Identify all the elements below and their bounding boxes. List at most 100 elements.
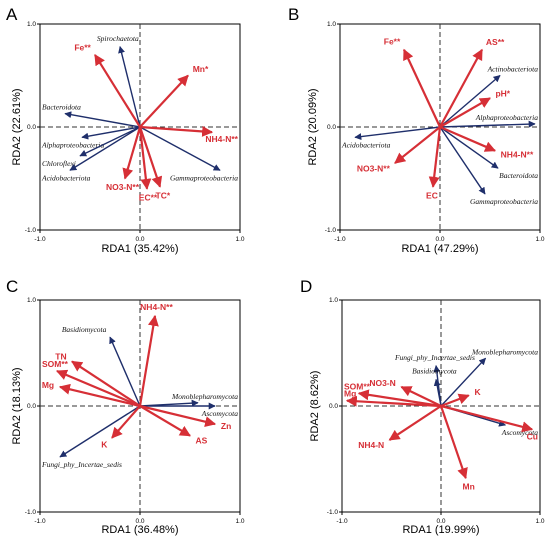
taxa-vector-arrow — [139, 126, 221, 171]
y-tick-label: -1.0 — [325, 227, 337, 234]
y-tick-label: 1.0 — [27, 297, 36, 304]
env-vector-arrow — [139, 404, 217, 428]
y-axis-label: RDA2 (22.61%) — [11, 88, 23, 165]
taxa-vector-label: Actinobacteriota — [487, 65, 539, 74]
panel-label: C — [6, 277, 18, 296]
y-tick-label: -1.0 — [25, 509, 37, 516]
taxa-vector-arrow — [69, 126, 141, 171]
taxa-vector-label: Ascomycota — [201, 409, 238, 418]
env-vector-label: NH4-N** — [140, 302, 173, 312]
env-vector-arrow — [345, 395, 442, 408]
env-vector-label: NH4-N** — [205, 134, 238, 144]
taxa-vector-label: Basidiomycota — [412, 367, 457, 376]
env-vector-label: NH4-N** — [501, 149, 534, 159]
env-vector-arrow — [440, 393, 470, 408]
env-vector-arrow — [111, 405, 141, 439]
panel-D: D -1.0 -1.0 0.0 0.0 1.0 1.0 Monoblepharomycota… — [300, 277, 545, 536]
y-tick-label: -1.0 — [25, 227, 37, 234]
env-vector-arrow — [138, 126, 163, 188]
plot-area: -1.0 -1.0 0.0 0.0 1.0 1.0 Basidiomycota Monoble… — [25, 297, 245, 525]
env-vector-label: Mg — [42, 380, 54, 390]
env-vector-label: Mg — [344, 389, 356, 399]
y-tick-label: 1.0 — [27, 21, 36, 28]
taxa-vector-label: Ascomycota — [501, 428, 538, 437]
taxa-vector-arrow — [439, 74, 501, 128]
panel-label: A — [6, 5, 18, 24]
taxa-vector-arrow — [439, 126, 486, 195]
taxa-vector-arrow — [64, 111, 141, 128]
env-vector-label: Mn — [463, 482, 475, 492]
panel-label: D — [300, 277, 312, 296]
env-vector-arrow — [400, 385, 442, 407]
plot-area: -1.0 -1.0 0.0 0.0 1.0 1.0 MonoblepharomycotaFu… — [327, 297, 545, 525]
x-tick-label: -1.0 — [34, 518, 46, 525]
x-tick-label: 0.0 — [436, 518, 445, 525]
env-vector-label: AS — [195, 435, 207, 445]
x-axis-label: RDA1 (36.48%) — [101, 524, 178, 536]
env-vector-label: K — [101, 440, 108, 450]
taxa-vector-label: Spirochaetota — [97, 34, 139, 43]
y-axis-label: RDA2 (18.13%) — [11, 367, 23, 444]
taxa-vector-arrow — [439, 120, 536, 128]
env-vector-arrow — [138, 126, 152, 190]
env-vector-arrow — [94, 53, 141, 128]
x-tick-label: 1.0 — [235, 236, 244, 243]
env-vector-arrow — [122, 126, 142, 180]
y-axis-label: RDA2 (20.09%) — [307, 88, 319, 165]
y-tick-label: 0.0 — [327, 124, 336, 131]
env-vector-label: Cu — [527, 431, 538, 441]
taxa-vector-arrow — [118, 45, 141, 128]
env-vector-arrow — [138, 314, 159, 407]
taxa-vector-arrow — [439, 126, 499, 169]
plot-area: -1.0 -1.0 0.0 0.0 1.0 1.0 Actinobacteriota Alph… — [325, 21, 545, 243]
taxa-vector-label: Gammaproteobacteria — [170, 173, 238, 182]
taxa-vector-arrow — [354, 126, 441, 141]
env-vector-arrow — [439, 48, 483, 128]
env-vector-arrow — [428, 126, 442, 188]
env-vector-label: Fe** — [384, 37, 401, 47]
taxa-vector-label: Gammaproteobacteria — [470, 197, 538, 206]
y-tick-label: 0.0 — [329, 403, 338, 410]
x-axis-label: RDA1 (19.99%) — [402, 524, 479, 536]
panel-A: A -1.0 -1.0 0.0 0.0 1.0 1.0 Spirochaetota Bacte… — [6, 5, 245, 255]
env-vector-arrow — [55, 369, 141, 408]
taxa-vector-label: Monoblepharomycota — [171, 392, 238, 401]
env-vector-label: SOM** — [344, 381, 371, 391]
y-tick-label: 1.0 — [327, 21, 336, 28]
taxa-vector-arrow — [79, 126, 141, 157]
y-tick-label: 1.0 — [329, 297, 338, 304]
env-vector-arrow — [71, 360, 141, 407]
y-tick-label: -1.0 — [327, 509, 339, 516]
env-vector-label: TC* — [156, 190, 171, 200]
x-tick-label: 1.0 — [535, 518, 544, 525]
env-vector-arrow — [139, 125, 214, 137]
x-tick-label: 1.0 — [235, 518, 244, 525]
env-vector-arrow — [439, 405, 468, 480]
taxa-vector-arrow — [81, 126, 141, 140]
env-vector-label: NO3-N** — [106, 182, 140, 192]
taxa-vector-arrow — [440, 357, 487, 407]
env-vector-arrow — [403, 48, 441, 128]
taxa-vector-label: Acidobacteriota — [41, 173, 91, 182]
x-tick-label: -1.0 — [34, 236, 46, 243]
x-tick-label: -1.0 — [336, 518, 348, 525]
taxa-vector-label: Basidiomycota — [62, 325, 107, 334]
taxa-vector-label: Fungi_phy_Incertae_sedis — [394, 353, 475, 362]
env-vector-label: NH4-N — [358, 440, 384, 450]
y-tick-label: 0.0 — [27, 403, 36, 410]
taxa-vector-label: Acidobacteriota — [341, 140, 391, 149]
panel-C: C -1.0 -1.0 0.0 0.0 1.0 1.0 Basidiomycota Monob… — [6, 277, 245, 536]
x-axis-label: RDA1 (35.42%) — [101, 243, 178, 255]
y-tick-label: 0.0 — [27, 124, 36, 131]
env-vector-label: EC** — [139, 193, 158, 203]
env-vector-arrow — [394, 126, 441, 164]
env-vector-arrow — [139, 74, 189, 128]
taxa-vector-arrow — [59, 405, 141, 458]
x-tick-label: 0.0 — [135, 236, 144, 243]
env-vector-arrow — [439, 97, 491, 128]
taxa-vector-label: Alphaproteobacteria — [475, 113, 538, 122]
env-vector-arrow — [139, 405, 191, 437]
env-vector-label: Fe** — [74, 42, 91, 52]
x-tick-label: -1.0 — [334, 236, 346, 243]
taxa-vector-label: Bacteroidota — [499, 171, 538, 180]
